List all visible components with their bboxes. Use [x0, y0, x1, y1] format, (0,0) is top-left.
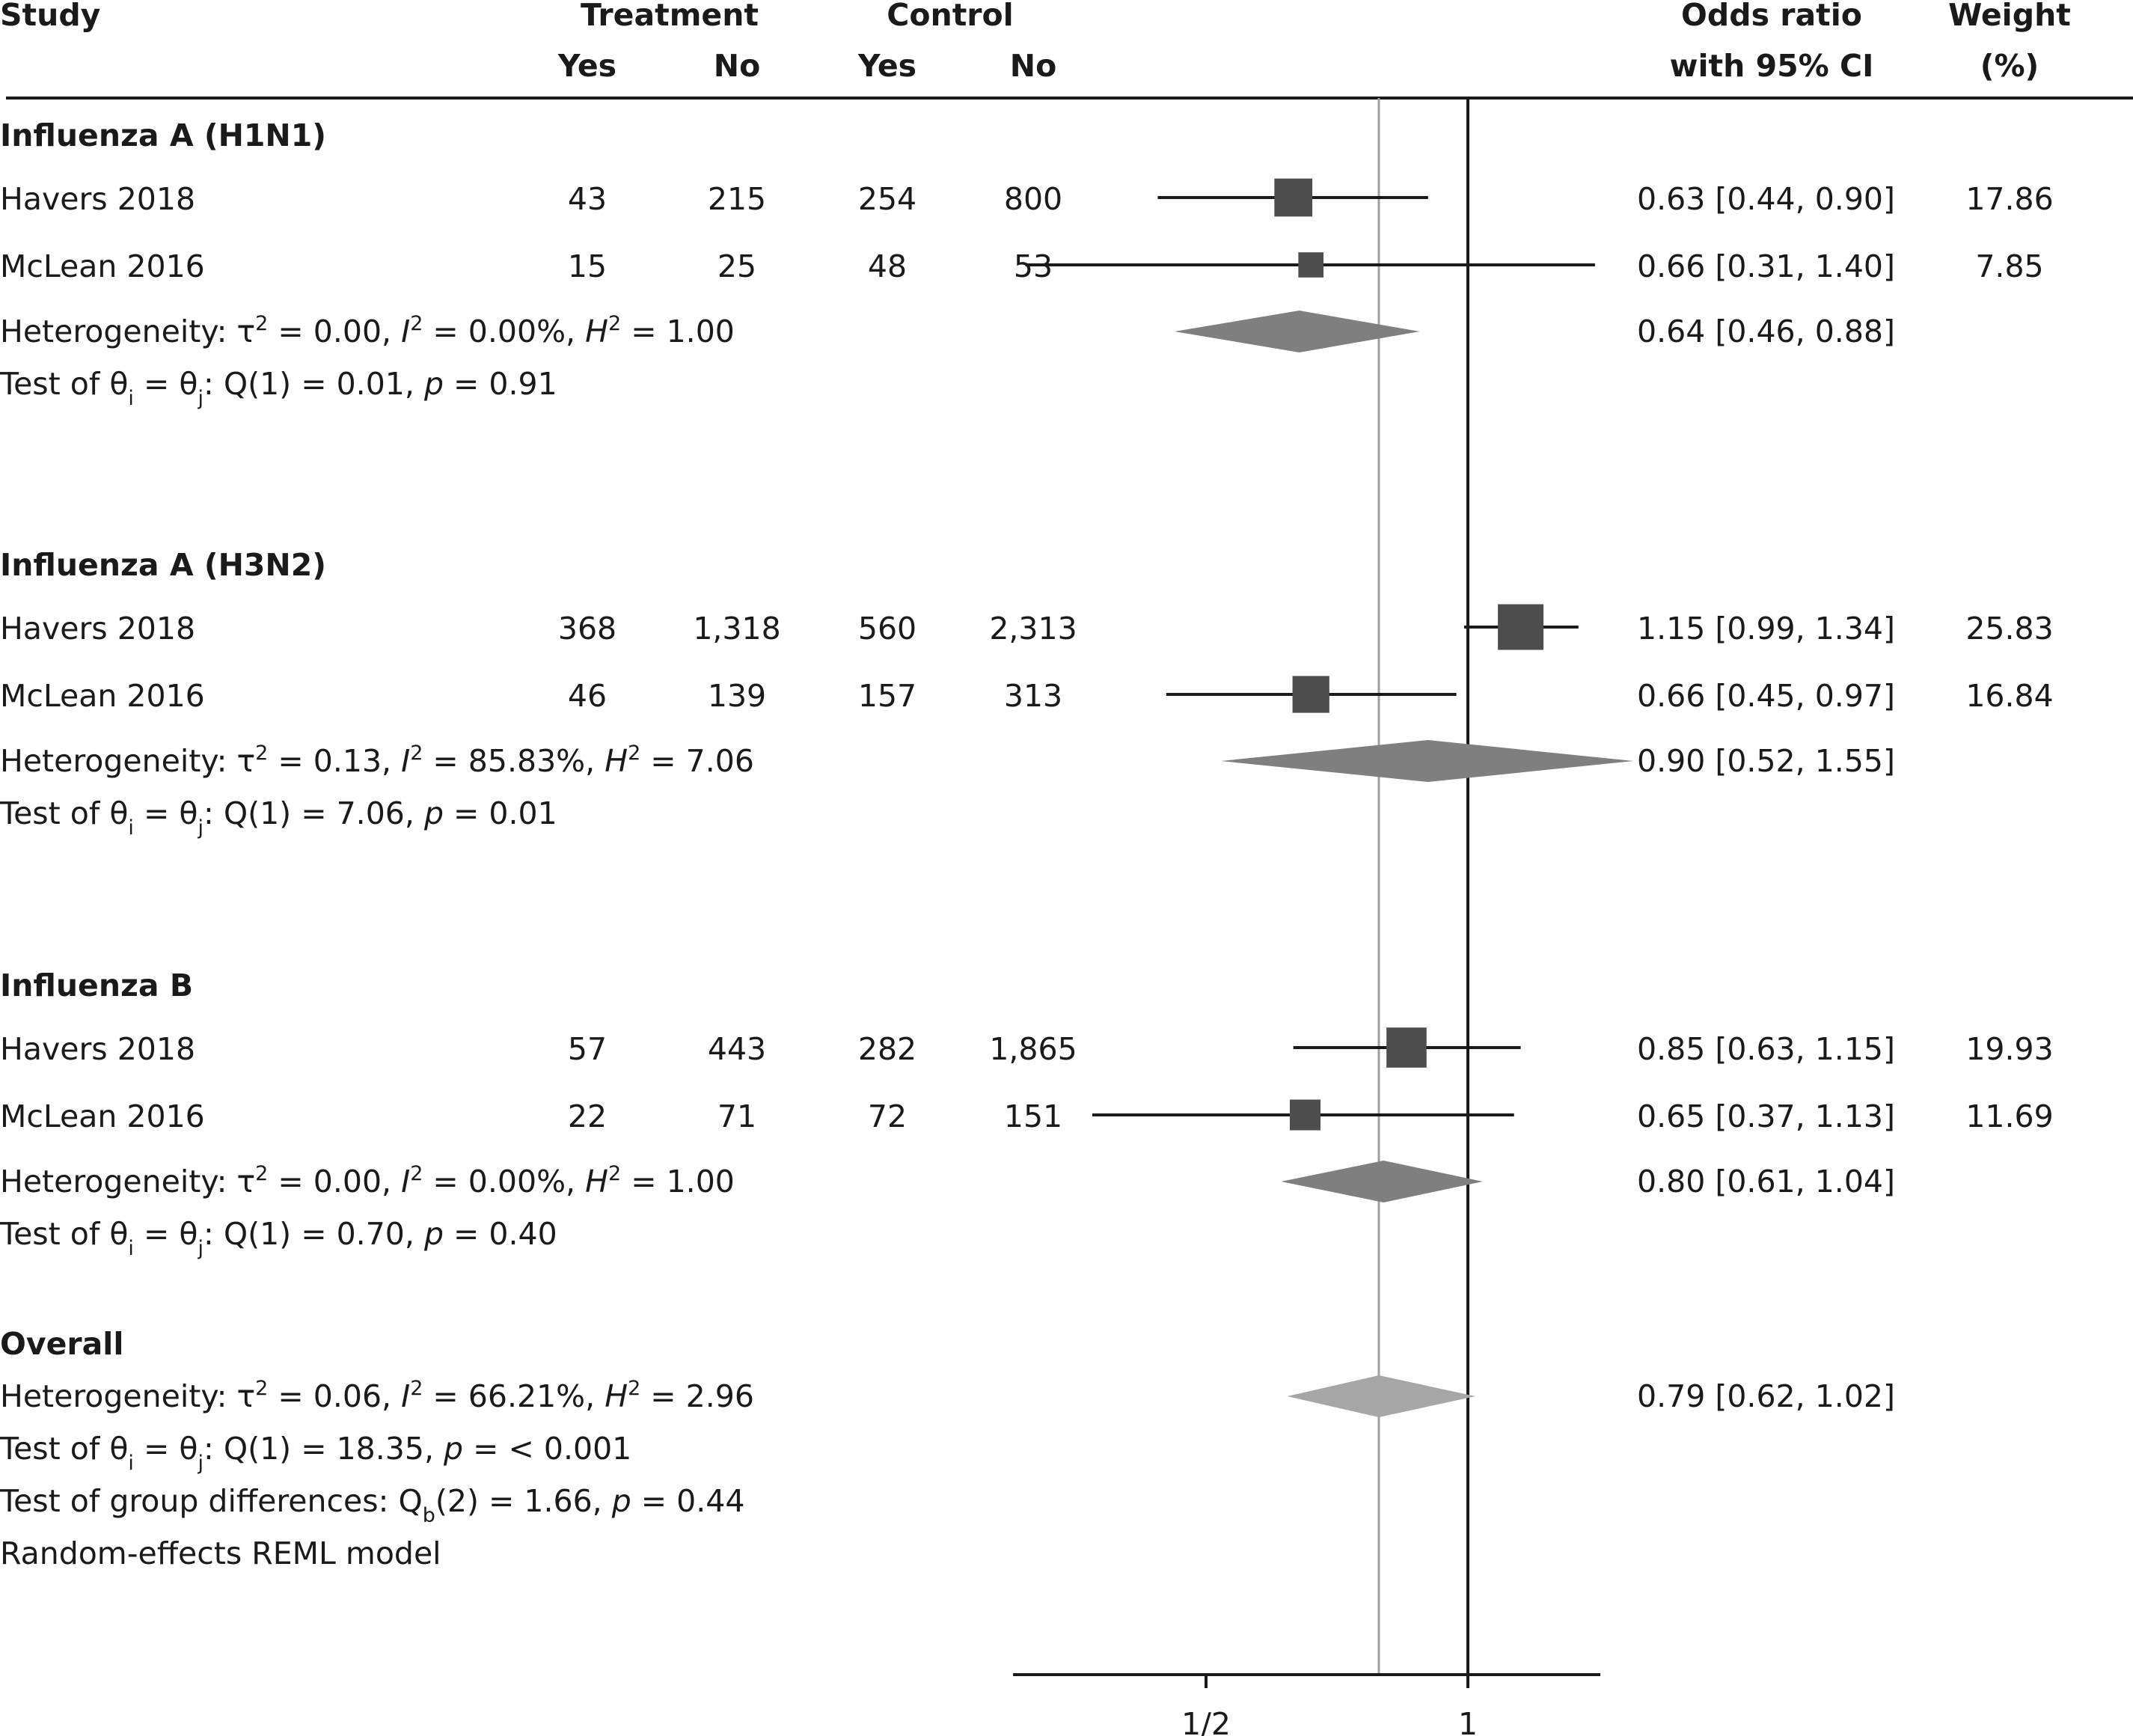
study-marker — [1298, 252, 1323, 278]
control-yes-value: 282 — [858, 1031, 916, 1067]
study-label: Havers 2018 — [0, 611, 195, 647]
treatment-no-value: 443 — [708, 1031, 766, 1067]
group-test: Test of θi = θj: Q(1) = 0.70, p = 0.40 — [0, 1216, 557, 1260]
treatment-no-value: 71 — [717, 1098, 756, 1134]
control-yes-value: 560 — [858, 611, 916, 647]
x-tick-label: 1 — [1458, 1706, 1478, 1736]
study-marker — [1386, 1027, 1427, 1068]
group-summary-ci-text: 0.64 [0.46, 0.88] — [1637, 314, 1895, 349]
group-summary-ci-text: 0.80 [0.61, 1.04] — [1637, 1164, 1895, 1199]
control-yes-value: 72 — [868, 1098, 907, 1134]
header-control: Control — [887, 0, 1014, 33]
control-yes-value: 48 — [868, 248, 907, 284]
study-ci-text: 0.66 [0.45, 0.97] — [1637, 678, 1895, 714]
group-summary-diamond — [1174, 311, 1420, 352]
study-weight: 19.93 — [1965, 1031, 2053, 1067]
group-test: Test of θi = θj: Q(1) = 7.06, p = 0.01 — [0, 795, 557, 840]
overall-test: Test of θi = θj: Q(1) = 18.35, p = < 0.0… — [0, 1431, 631, 1475]
overall-title: Overall — [0, 1326, 123, 1362]
treatment-yes-value: 46 — [568, 678, 607, 714]
group-summary-diamond — [1220, 740, 1634, 782]
group-heterogeneity: Heterogeneity: τ2 = 0.00, I2 = 0.00%, H2… — [0, 1162, 735, 1199]
study-label: Havers 2018 — [0, 181, 195, 217]
overall-heterogeneity: Heterogeneity: τ2 = 0.06, I2 = 66.21%, H… — [0, 1377, 754, 1414]
header-control-no: No — [1010, 48, 1056, 84]
control-no-value: 313 — [1004, 678, 1062, 714]
group-title: Influenza B — [0, 968, 193, 1003]
treatment-yes-value: 15 — [568, 248, 607, 284]
study-label: Havers 2018 — [0, 1031, 195, 1067]
control-yes-value: 157 — [858, 678, 916, 714]
control-no-value: 1,865 — [989, 1031, 1077, 1067]
model-note: Random-effects REML model — [0, 1535, 441, 1571]
control-no-value: 800 — [1004, 181, 1062, 217]
study-label: McLean 2016 — [0, 248, 205, 284]
x-tick-label: 1/2 — [1181, 1706, 1231, 1736]
header-treatment-no: No — [714, 48, 760, 84]
study-ci-text: 1.15 [0.99, 1.34] — [1637, 611, 1895, 647]
header-ci: with 95% CI — [1670, 48, 1874, 84]
study-ci-text: 0.65 [0.37, 1.13] — [1637, 1098, 1895, 1134]
header-odds-ratio: Odds ratio — [1681, 0, 1862, 33]
treatment-yes-value: 22 — [568, 1098, 607, 1134]
study-weight: 7.85 — [1975, 248, 2043, 284]
treatment-yes-value: 57 — [568, 1031, 607, 1067]
treatment-no-value: 25 — [717, 248, 756, 284]
study-weight: 16.84 — [1965, 678, 2053, 714]
treatment-no-value: 1,318 — [693, 611, 780, 647]
study-ci-text: 0.63 [0.44, 0.90] — [1637, 181, 1895, 217]
study-label: McLean 2016 — [0, 1098, 205, 1134]
study-marker — [1289, 1099, 1320, 1131]
study-label: McLean 2016 — [0, 678, 205, 714]
study-ci-text: 0.85 [0.63, 1.15] — [1637, 1031, 1895, 1067]
study-marker — [1498, 604, 1544, 650]
group-title: Influenza A (H3N2) — [0, 547, 326, 583]
overall-diamond — [1287, 1375, 1475, 1417]
group-summary-diamond — [1281, 1161, 1483, 1202]
header-treatment-yes: Yes — [557, 48, 616, 84]
study-ci-text: 0.66 [0.31, 1.40] — [1637, 248, 1895, 284]
control-yes-value: 254 — [858, 181, 916, 217]
header-study: Study — [0, 0, 100, 33]
group-title: Influenza A (H1N1) — [0, 117, 326, 153]
treatment-no-value: 215 — [708, 181, 766, 217]
study-weight: 17.86 — [1965, 181, 2053, 217]
treatment-yes-value: 368 — [558, 611, 616, 647]
treatment-no-value: 139 — [708, 678, 766, 714]
study-weight: 25.83 — [1965, 611, 2053, 647]
header-weight-unit: (%) — [1980, 48, 2039, 84]
header-weight: Weight — [1948, 0, 2071, 33]
group-heterogeneity: Heterogeneity: τ2 = 0.13, I2 = 85.83%, H… — [0, 742, 754, 779]
header-control-yes: Yes — [857, 48, 916, 84]
treatment-yes-value: 43 — [568, 181, 607, 217]
group-differences-test: Test of group differences: Qb(2) = 1.66,… — [0, 1483, 744, 1527]
study-weight: 11.69 — [1965, 1098, 2053, 1134]
header-treatment: Treatment — [581, 0, 759, 33]
control-no-value: 2,313 — [989, 611, 1077, 647]
study-marker — [1292, 676, 1329, 713]
control-no-value: 151 — [1004, 1098, 1062, 1134]
group-summary-ci-text: 0.90 [0.52, 1.55] — [1637, 743, 1895, 779]
overall-ci-text: 0.79 [0.62, 1.02] — [1637, 1378, 1895, 1414]
group-test: Test of θi = θj: Q(1) = 0.01, p = 0.91 — [0, 366, 557, 410]
group-heterogeneity: Heterogeneity: τ2 = 0.00, I2 = 0.00%, H2… — [0, 312, 735, 349]
study-marker — [1274, 178, 1313, 217]
